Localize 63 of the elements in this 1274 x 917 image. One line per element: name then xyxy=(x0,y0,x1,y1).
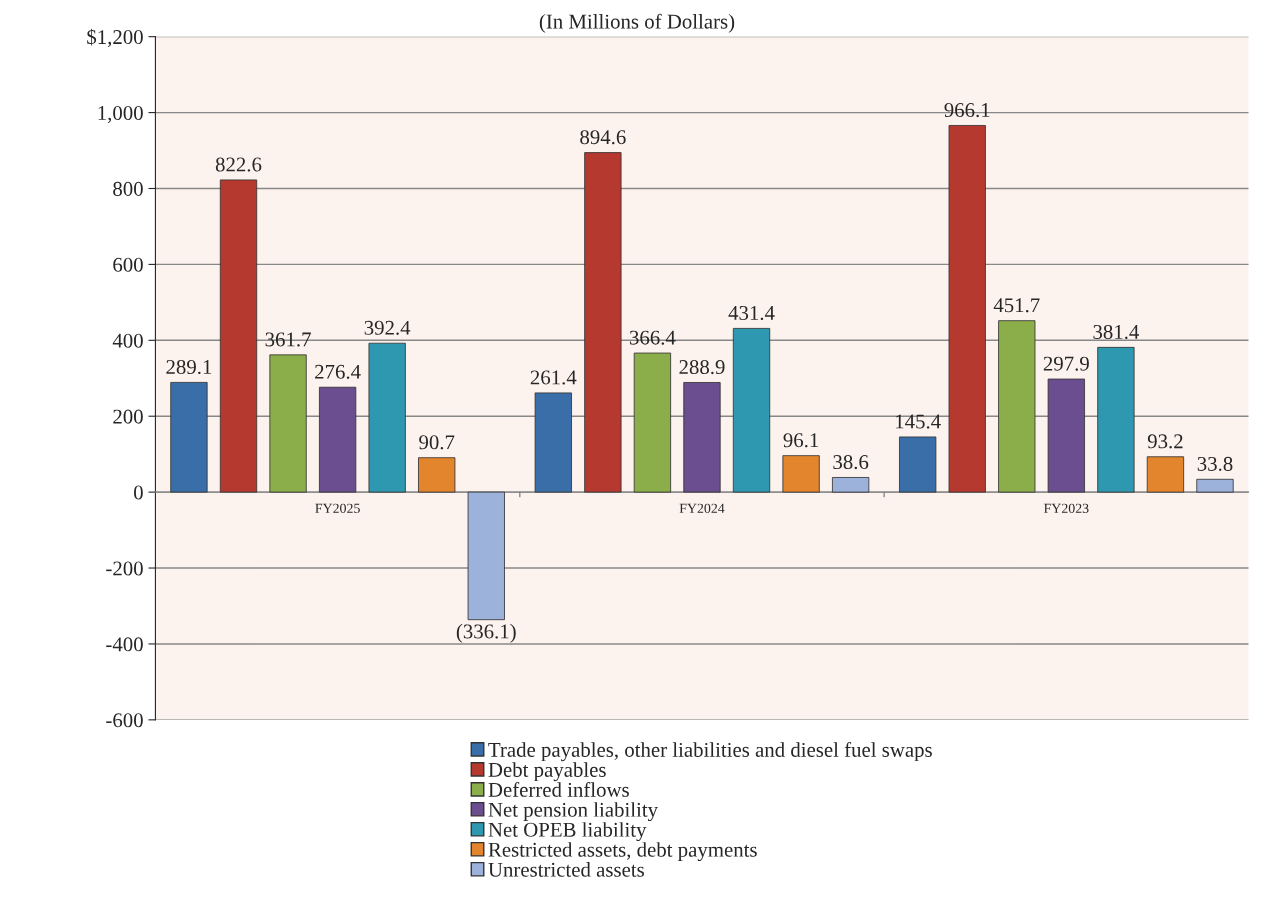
bar xyxy=(899,436,937,493)
data-label: 822.6 xyxy=(215,157,262,172)
bar xyxy=(219,179,258,493)
data-label: 38.6 xyxy=(833,455,869,470)
data-label: 366.4 xyxy=(629,330,676,345)
data-label: 93.2 xyxy=(1147,434,1183,449)
legend-label: Net OPEB liability xyxy=(488,822,647,842)
bar xyxy=(1196,478,1234,493)
bar xyxy=(1146,456,1185,493)
y-tick-label: -400 xyxy=(106,637,143,652)
legend-label: Net pension liability xyxy=(488,802,658,822)
x-tick-label: FY2025 xyxy=(315,503,360,514)
y-tick-label: 400 xyxy=(112,333,143,348)
data-label: 288.9 xyxy=(679,360,725,375)
bar xyxy=(683,382,721,493)
bar xyxy=(368,342,406,493)
data-label: 261.4 xyxy=(530,370,577,385)
data-label: 33.8 xyxy=(1197,456,1233,471)
data-label: 289.1 xyxy=(166,359,212,375)
data-label: 145.4 xyxy=(896,414,941,429)
y-tick-label: 200 xyxy=(113,409,143,424)
bar xyxy=(170,381,208,493)
bar xyxy=(534,392,572,493)
data-label: 96.1 xyxy=(783,433,819,448)
data-label: 361.7 xyxy=(265,332,311,347)
y-tick-label: 800 xyxy=(113,181,143,196)
bar xyxy=(467,491,505,621)
y-tick-label: 0 xyxy=(134,485,143,500)
legend-label: Deferred inflows xyxy=(488,782,629,797)
y-tick-label: 1,000 xyxy=(98,105,143,124)
y-tick-label: -200 xyxy=(106,561,143,576)
legend-label: Restricted assets, debt payments xyxy=(488,842,757,862)
data-label: 381.4 xyxy=(1093,324,1139,340)
legend-label: Unrestricted assets xyxy=(488,862,644,877)
chart-title: (In Millions of Dollars) xyxy=(539,13,735,33)
data-label: 90.7 xyxy=(419,435,455,450)
data-label: 297.9 xyxy=(1043,356,1089,371)
bar xyxy=(782,455,820,493)
data-label: 966.1 xyxy=(944,103,990,118)
bar xyxy=(732,327,771,493)
data-label: 431.4 xyxy=(728,305,775,321)
data-label: (336.1) xyxy=(456,623,516,643)
data-label: 894.6 xyxy=(580,130,626,145)
legend-label: Debt payables xyxy=(488,762,606,782)
bar xyxy=(998,320,1036,493)
bar xyxy=(1047,378,1085,493)
x-tick-label: FY2023 xyxy=(1043,503,1089,514)
x-tick-label: FY2024 xyxy=(679,503,725,514)
bar xyxy=(948,125,986,493)
y-tick-label: -600 xyxy=(106,713,143,728)
bar xyxy=(832,477,870,493)
bar xyxy=(584,152,622,493)
y-tick-label: 600 xyxy=(113,257,143,272)
bar xyxy=(318,386,357,493)
bar xyxy=(269,354,307,493)
bar xyxy=(418,457,456,493)
legend-label: Trade payables, other liabilities and diesel fuel swaps xyxy=(488,742,932,762)
data-label: 451.7 xyxy=(993,298,1040,313)
data-label: 276.4 xyxy=(315,364,361,379)
y-tick-label: $1,200 xyxy=(87,28,143,48)
bar xyxy=(1097,346,1135,493)
bar xyxy=(633,352,672,493)
data-label: 392.4 xyxy=(364,320,411,335)
